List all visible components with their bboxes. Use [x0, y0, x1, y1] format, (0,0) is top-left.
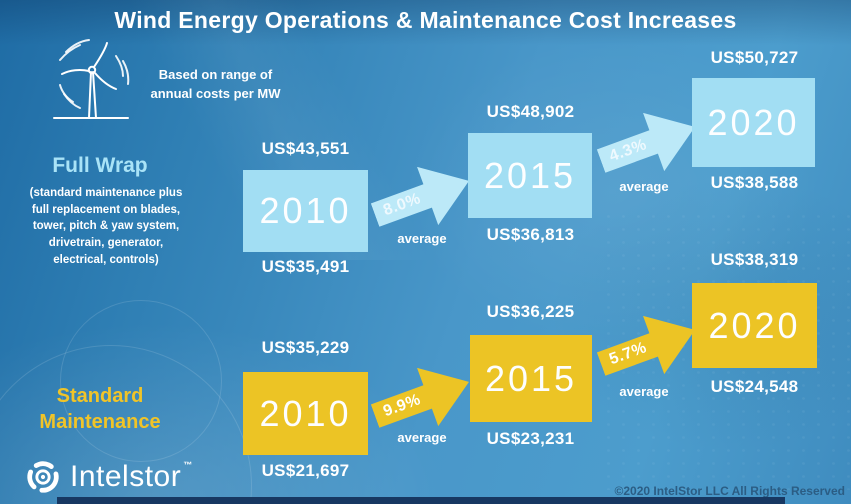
increase-percent: 9.9%: [381, 391, 424, 421]
year-box-standard-2010: 2010: [243, 372, 368, 455]
value-fullwrap-2010-high: US$43,551: [261, 139, 350, 158]
average-label: average: [619, 384, 669, 399]
value-fullwrap-2010-low: US$35,491: [261, 257, 350, 276]
year-label: 2010: [259, 190, 352, 231]
value-standard-2020-low: US$24,548: [710, 377, 799, 396]
year-label: 2010: [259, 392, 352, 434]
intelstor-logo-text: Intelstor: [70, 460, 182, 493]
year-box-fullwrap-2010: 2010: [243, 170, 368, 252]
value-standard-2015-low: US$23,231: [486, 429, 575, 448]
average-label: average: [619, 179, 669, 194]
value-standard-2010-low: US$21,697: [261, 461, 350, 480]
value-fullwrap-2020-high: US$50,727: [710, 48, 799, 67]
year-box-fullwrap-2020: 2020: [692, 78, 815, 167]
row-label-full-wrap: Full Wrap: [52, 154, 148, 177]
intelstor-logo: Intelstor ™: [24, 458, 193, 496]
year-label: 2020: [708, 304, 801, 346]
footer-bar: [57, 497, 785, 504]
row-label-standard-maintenance: Standard Maintenance: [39, 385, 161, 433]
average-label: average: [397, 430, 447, 445]
value-standard-2015-high: US$36,225: [486, 302, 575, 321]
year-box-standard-2015: 2015: [470, 335, 592, 422]
wind-turbine-icon: [40, 36, 142, 124]
trademark-symbol: ™: [183, 460, 193, 470]
value-fullwrap-2015-low: US$36,813: [486, 225, 575, 244]
average-label: average: [397, 231, 447, 246]
background-circle: [60, 300, 222, 462]
year-label: 2015: [483, 154, 577, 196]
year-label: 2015: [484, 357, 578, 399]
subtitle-note: Based on range of annual costs per MW: [150, 67, 281, 101]
copyright-text: ©2020 IntelStor LLC All Rights Reserved: [614, 484, 845, 498]
year-box-standard-2020: 2020: [692, 283, 817, 368]
year-box-fullwrap-2015: 2015: [468, 133, 592, 218]
value-fullwrap-2015-high: US$48,902: [486, 102, 575, 121]
value-standard-2010-high: US$35,229: [261, 338, 350, 357]
row-description-full-wrap: (standard maintenance plus full replacem…: [29, 187, 183, 266]
value-standard-2020-high: US$38,319: [710, 250, 799, 269]
page-title: Wind Energy Operations & Maintenance Cos…: [114, 7, 737, 33]
year-label: 2020: [707, 101, 800, 143]
intelstor-logo-icon: [24, 458, 62, 496]
value-fullwrap-2020-low: US$38,588: [710, 173, 799, 192]
